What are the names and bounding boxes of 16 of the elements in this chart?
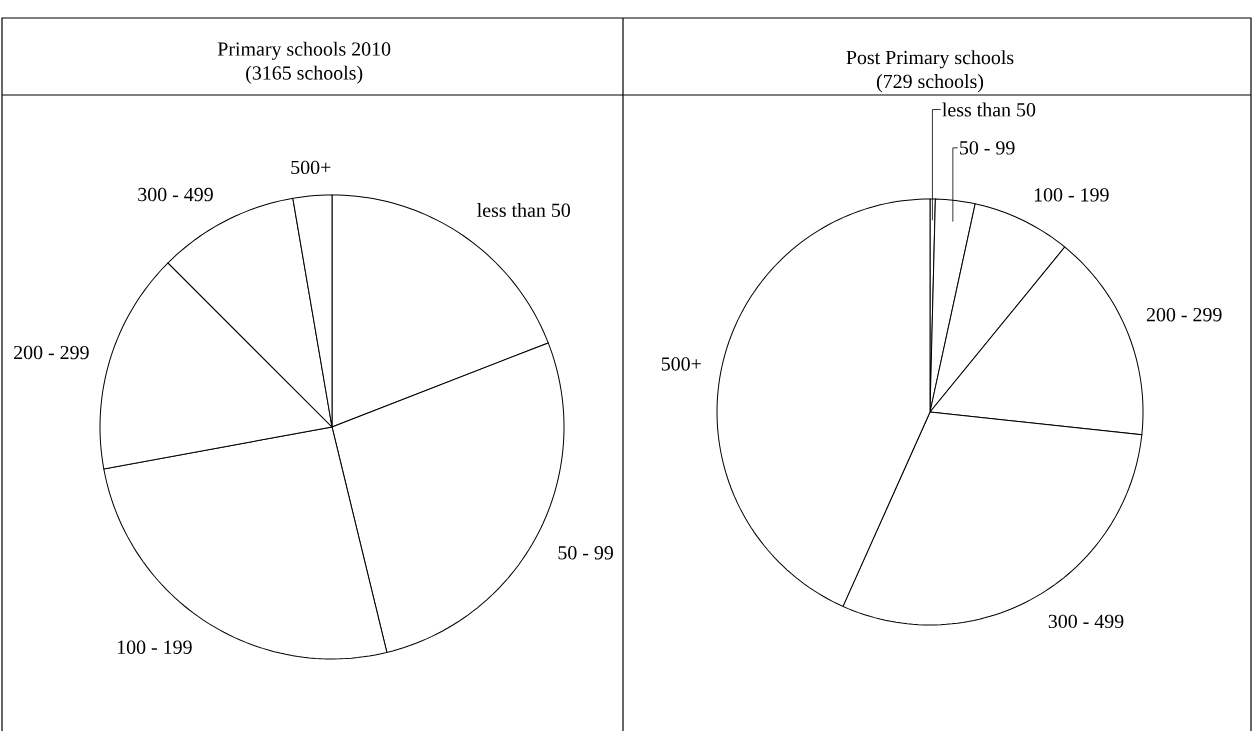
chart-subtitle: (3165 schools) (246, 65, 363, 84)
slice-label: 100 - 199 (1034, 188, 1109, 202)
chart-title: Post Primary schools (846, 50, 1014, 69)
slice-label: less than 50 (942, 102, 1036, 117)
slice-label: 300 - 499 (1048, 614, 1124, 629)
slice-label: 50 - 99 (558, 546, 613, 560)
slice-label: 500+ (661, 357, 701, 371)
slice-label: 50 - 99 (960, 141, 1015, 155)
slice-label: 100 - 199 (117, 640, 192, 655)
slice-label: 300 - 499 (138, 188, 213, 202)
slice-label: less than 50 (477, 203, 571, 218)
slice-label: 200 - 299 (1146, 308, 1222, 322)
slice-label: 200 - 299 (14, 346, 89, 360)
chart-title: Primary schools 2010 (217, 41, 391, 61)
chart-subtitle: (729 schools) (876, 74, 984, 93)
slice-label: 500+ (291, 160, 331, 175)
